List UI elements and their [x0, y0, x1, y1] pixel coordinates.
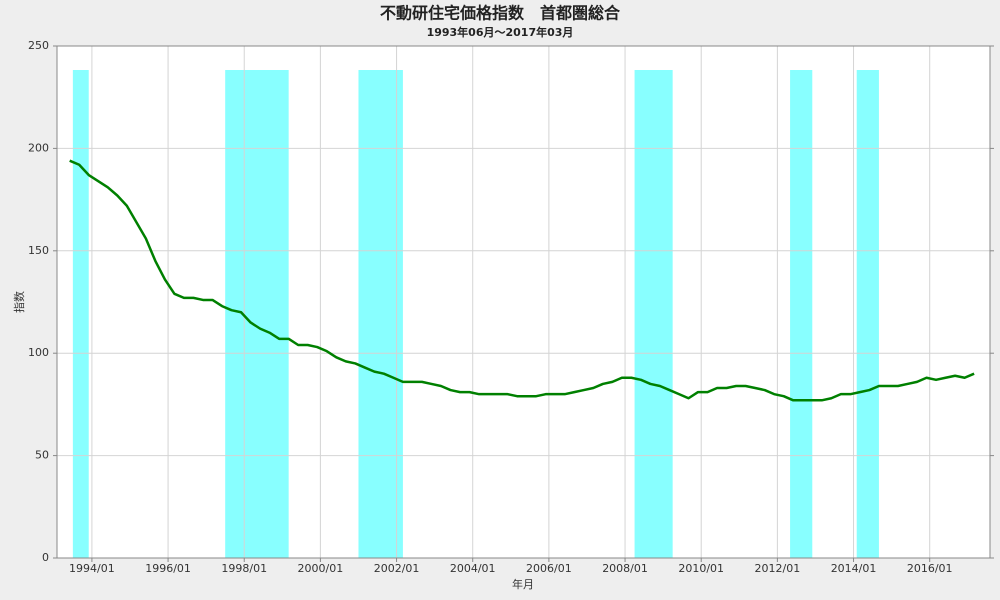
x-tick-label: 2002/01: [374, 562, 420, 575]
x-tick-label: 2012/01: [755, 562, 801, 575]
x-tick-label: 2004/01: [450, 562, 496, 575]
y-tick-label: 100: [28, 346, 49, 359]
x-tick-label: 2010/01: [678, 562, 724, 575]
chart-title: 不動研住宅価格指数 首都圏総合: [380, 4, 621, 23]
shaded-period: [856, 70, 879, 558]
shaded-period: [790, 70, 813, 558]
x-axis-label: 年月: [512, 577, 534, 591]
x-tick-label: 2000/01: [298, 562, 344, 575]
y-axis-label: 指数: [12, 291, 26, 313]
data-line: [69, 159, 975, 402]
x-tick-label: 2016/01: [907, 562, 953, 575]
x-tick-label: 2008/01: [602, 562, 648, 575]
shaded-period: [72, 70, 89, 558]
x-tick-label: 2014/01: [831, 562, 877, 575]
shaded-period: [225, 70, 289, 558]
shaded-period: [358, 70, 403, 558]
plot-border: [56, 45, 991, 559]
x-tick-label: 2006/01: [526, 562, 572, 575]
plot-area: [57, 46, 990, 558]
x-tick-label: 1998/01: [221, 562, 267, 575]
y-tick-label: 150: [28, 244, 49, 257]
x-tick-label: 1996/01: [145, 562, 191, 575]
y-tick-label: 250: [28, 39, 49, 52]
chart-subtitle: 1993年06月～2017年03月: [427, 25, 574, 39]
shaded-period: [634, 70, 673, 558]
y-tick-label: 0: [42, 551, 49, 564]
x-tick-label: 1994/01: [69, 562, 115, 575]
y-tick-label: 50: [35, 449, 49, 462]
y-tick-label: 200: [28, 141, 49, 154]
